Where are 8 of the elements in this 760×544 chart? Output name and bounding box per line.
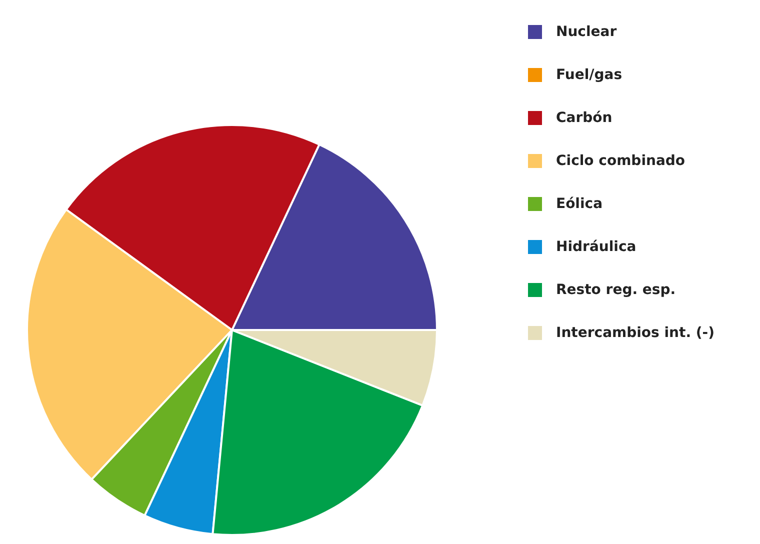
legend-label: Resto reg. esp. (556, 282, 676, 298)
legend-label: Nuclear (556, 24, 617, 40)
legend-label: Ciclo combinado (556, 152, 686, 168)
legend-label: Eólica (556, 196, 603, 212)
legend-label: Fuel/gas (556, 66, 622, 82)
legend-label: Intercambios int. (-) (556, 324, 715, 340)
legend-label: Hidráulica (556, 238, 636, 254)
legend-label: Carbón (556, 110, 612, 126)
